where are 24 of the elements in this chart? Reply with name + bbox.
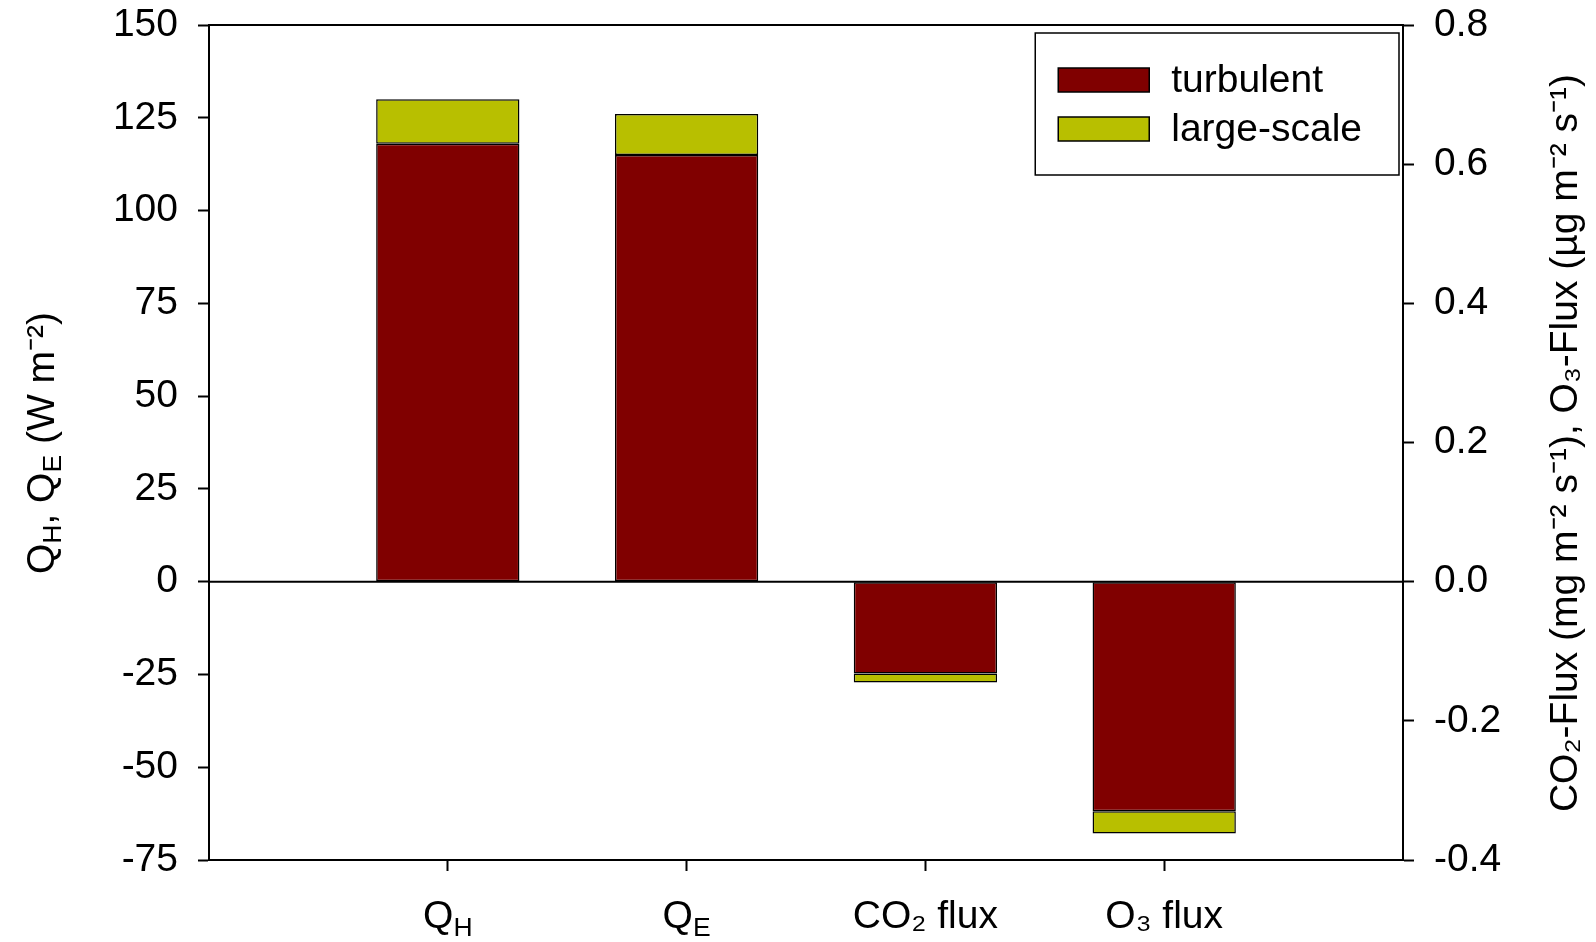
x-tick-label: Q$_{E}$ xyxy=(662,893,711,942)
y-tick-label: 125 xyxy=(112,93,178,137)
y2-tick-label: 0.4 xyxy=(1434,279,1489,323)
y2-axis-title: CO₂-Flux (mg m⁻² s⁻¹), O₃-Flux (µg m⁻² s⁻¹) xyxy=(1541,73,1585,812)
y-tick-label: 150 xyxy=(112,0,178,44)
y-tick-label: 75 xyxy=(134,279,178,323)
y2-tick-label: -0.4 xyxy=(1434,835,1502,879)
x-tick-label: CO₂ flux xyxy=(852,893,998,936)
y-tick-label: -25 xyxy=(121,650,178,694)
y-tick-label: 25 xyxy=(134,464,178,508)
x-tick-label: Q$_{H}$ xyxy=(423,893,473,942)
y2-tick-label: 0.6 xyxy=(1434,139,1489,183)
legend-label: large-scale xyxy=(1171,105,1363,149)
y-tick-label: 0 xyxy=(156,557,178,601)
y-tick-label: -50 xyxy=(121,742,178,786)
y2-tick-label: 0.2 xyxy=(1434,418,1489,462)
y-tick-label: -75 xyxy=(121,835,178,879)
x-tick-label: O₃ flux xyxy=(1105,893,1224,936)
y-tick-label: 50 xyxy=(134,371,178,415)
y2-tick-label: -0.2 xyxy=(1434,696,1502,740)
legend-label: turbulent xyxy=(1171,56,1324,100)
y2-tick-label: 0.0 xyxy=(1434,557,1489,601)
y-tick-label: 100 xyxy=(112,186,178,230)
y2-tick-label: 0.8 xyxy=(1434,0,1489,44)
